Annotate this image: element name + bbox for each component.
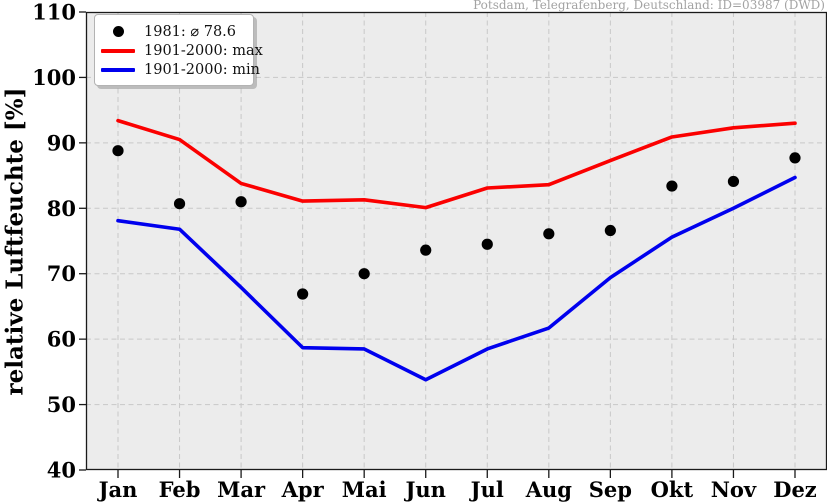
y-tick-label: 80 <box>47 196 76 221</box>
data-point-dot <box>173 198 186 210</box>
legend-item-min: 1901-2000: min <box>101 60 260 79</box>
data-point-dot <box>297 288 309 300</box>
legend-item-1981: 1981: ⌀ 78.6 <box>101 22 245 41</box>
data-point-dot <box>235 196 247 208</box>
x-tick-label: Jun <box>403 477 445 502</box>
x-tick-label: Mai <box>342 477 387 502</box>
data-point-dot <box>112 145 124 157</box>
x-tick-label: Dez <box>773 477 817 502</box>
y-tick-label: 90 <box>47 130 76 155</box>
y-tick-label: 100 <box>32 65 76 90</box>
data-point-dot <box>481 238 493 250</box>
data-point-dot <box>358 268 370 280</box>
station-annotation: Potsdam, Telegrafenberg, Deutschland: ID… <box>473 0 825 12</box>
data-point-dot <box>666 180 678 192</box>
legend-box: 1981: ⌀ 78.6 1901-2000: max 1901-2000: m… <box>94 14 263 86</box>
x-tick-label: Apr <box>281 477 325 502</box>
y-tick-label: 70 <box>47 261 76 286</box>
y-tick-label: 110 <box>32 0 76 25</box>
data-point-dot <box>604 224 616 237</box>
plot-area <box>86 12 827 470</box>
dot-marker-icon <box>112 26 124 37</box>
legend-label-min: 1901-2000: min <box>144 61 260 78</box>
data-point-dot <box>543 228 555 240</box>
data-point-dot <box>727 175 740 188</box>
legend-label-1981: 1981: ⌀ 78.6 <box>144 23 237 40</box>
y-tick-label: 60 <box>47 327 76 352</box>
legend-marker-min <box>101 67 135 72</box>
y-tick-label: 40 <box>47 458 76 483</box>
max-line-marker-icon <box>101 48 135 53</box>
x-tick-label: Mar <box>217 477 266 502</box>
x-tick-label: Feb <box>159 477 201 502</box>
legend-item-max: 1901-2000: max <box>101 41 263 60</box>
x-tick-label: Jan <box>97 477 138 502</box>
x-tick-label: Nov <box>711 477 757 502</box>
x-tick-label: Jul <box>469 477 504 502</box>
x-tick-label: Aug <box>525 477 573 502</box>
max-line-series <box>116 118 797 210</box>
legend-marker-max <box>101 48 135 53</box>
data-point-dot <box>420 244 432 256</box>
min-line-series <box>116 175 797 382</box>
data-point-dot <box>789 152 801 164</box>
min-line-marker-icon <box>101 67 135 72</box>
legend-label-max: 1901-2000: max <box>144 42 263 59</box>
x-tick-label: Okt <box>651 477 694 502</box>
x-tick-label: Sep <box>589 477 632 502</box>
legend-marker-1981 <box>101 26 135 37</box>
y-tick-label: 50 <box>47 392 76 417</box>
